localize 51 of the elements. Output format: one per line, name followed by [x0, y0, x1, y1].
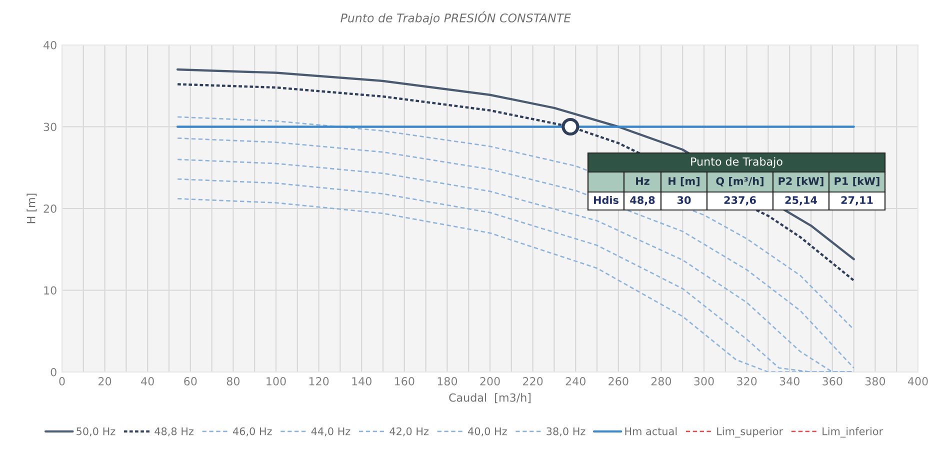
annotation: 48,8: [630, 196, 655, 206]
x-axis-title: Caudal [m3/h]: [449, 393, 531, 404]
x-tick-label: 40: [141, 377, 154, 386]
x-tick-label: 100: [266, 377, 286, 386]
x-tick-label: 120: [309, 377, 329, 386]
legend-label: 48,8 Hz: [154, 427, 194, 436]
x-tick-label: 260: [608, 377, 628, 386]
x-tick-label: 140: [352, 377, 372, 386]
y-tick-label: 30: [44, 122, 56, 132]
annotation: 30: [677, 196, 691, 204]
annotation: Hz: [636, 177, 650, 185]
x-tick-label: 380: [865, 377, 886, 386]
annotation: P2 [kW]: [778, 176, 824, 186]
annotation: 237,6: [724, 196, 756, 206]
chart-title: Punto de Trabajo PRESIÓN CONSTANTE: [340, 11, 572, 25]
x-tick-label: 360: [822, 377, 842, 386]
annotation: Punto de Trabajo: [691, 157, 782, 168]
legend-label: Lim_inferior: [822, 427, 884, 438]
x-tick-label: 340: [780, 377, 800, 386]
legend-label: Hm actual: [625, 427, 677, 436]
legend-label: 40,0 Hz: [468, 427, 507, 436]
annotation: 27,11: [841, 196, 873, 206]
x-tick-label: 300: [694, 377, 714, 386]
annotation: Q [m³/h]: [716, 176, 764, 186]
x-tick-label: 0: [59, 377, 65, 386]
legend-label: 50,0 Hz: [76, 427, 116, 436]
legend-label: Lim_superior: [717, 427, 784, 438]
x-tick-label: 60: [184, 377, 197, 386]
legend-label: 44,0 Hz: [311, 427, 350, 436]
annotation: H [m]: [668, 176, 700, 186]
x-tick-label: 240: [566, 377, 586, 386]
x-tick-label: 20: [98, 377, 112, 386]
y-tick-label: 10: [44, 286, 56, 295]
legend-label: 46,0 Hz: [232, 427, 272, 436]
legend-label: 38,0 Hz: [546, 427, 586, 436]
x-tick-label: 280: [651, 377, 672, 386]
y-tick-label: 40: [44, 40, 56, 50]
annotation: P1 [kW]: [834, 176, 880, 186]
annotation: Hdis: [594, 196, 618, 204]
x-tick-label: 160: [395, 377, 414, 386]
x-tick-label: 80: [226, 377, 240, 386]
legend-label: 42,0 Hz: [390, 427, 429, 436]
x-tick-label: 400: [908, 377, 928, 386]
x-tick-label: 320: [737, 377, 757, 386]
x-tick-label: 220: [523, 377, 543, 386]
y-tick-label: 20: [44, 204, 56, 213]
y-tick-label: 0: [50, 368, 56, 376]
y-axis-title: H [m]: [26, 194, 37, 224]
annotation: 25,14: [785, 196, 817, 206]
x-tick-label: 200: [480, 377, 500, 386]
x-tick-label: 180: [438, 377, 458, 386]
